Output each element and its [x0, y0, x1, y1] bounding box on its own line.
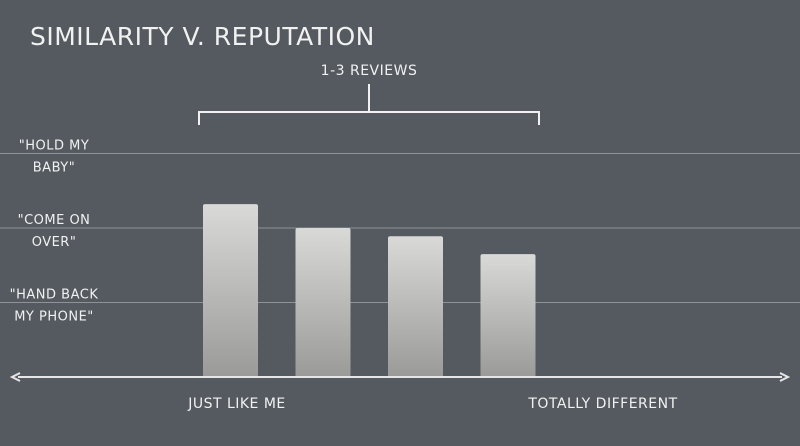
bracket-shape — [198, 84, 540, 125]
y-level-label-1-line-1: "HAND BACK — [10, 288, 99, 303]
bar-2 — [295, 228, 351, 377]
bar-1 — [203, 204, 258, 377]
chart-title: SIMILARITY V. REPUTATION — [30, 22, 375, 51]
bars — [203, 204, 536, 377]
y-level-label-3-line-1: "HOLD MY — [19, 139, 90, 154]
y-level-label-3-line-2: BABY" — [33, 161, 75, 176]
x-axis-right-label: TOTALLY DIFFERENT — [527, 396, 677, 412]
y-level-labels: "HAND BACK MY PHONE" "COME ON OVER" "HOLD MY… — [10, 139, 99, 325]
y-level-label-1-line-2: MY PHONE" — [14, 310, 94, 325]
x-axis-left-label: JUST LIKE ME — [187, 396, 286, 412]
x-axis: JUST LIKE ME TOTALLY DIFFERENT — [9, 372, 791, 412]
bar-4 — [480, 254, 536, 377]
reviews-bracket: 1-3 REVIEWS — [198, 63, 540, 125]
x-axis-right-arrow — [779, 372, 791, 382]
y-level-label-2-line-1: "COME ON — [18, 213, 91, 228]
x-axis-left-arrow — [9, 372, 21, 382]
bar-3 — [388, 236, 443, 377]
bracket-label: 1-3 REVIEWS — [321, 63, 418, 79]
y-level-label-2-line-2: OVER" — [32, 235, 77, 250]
